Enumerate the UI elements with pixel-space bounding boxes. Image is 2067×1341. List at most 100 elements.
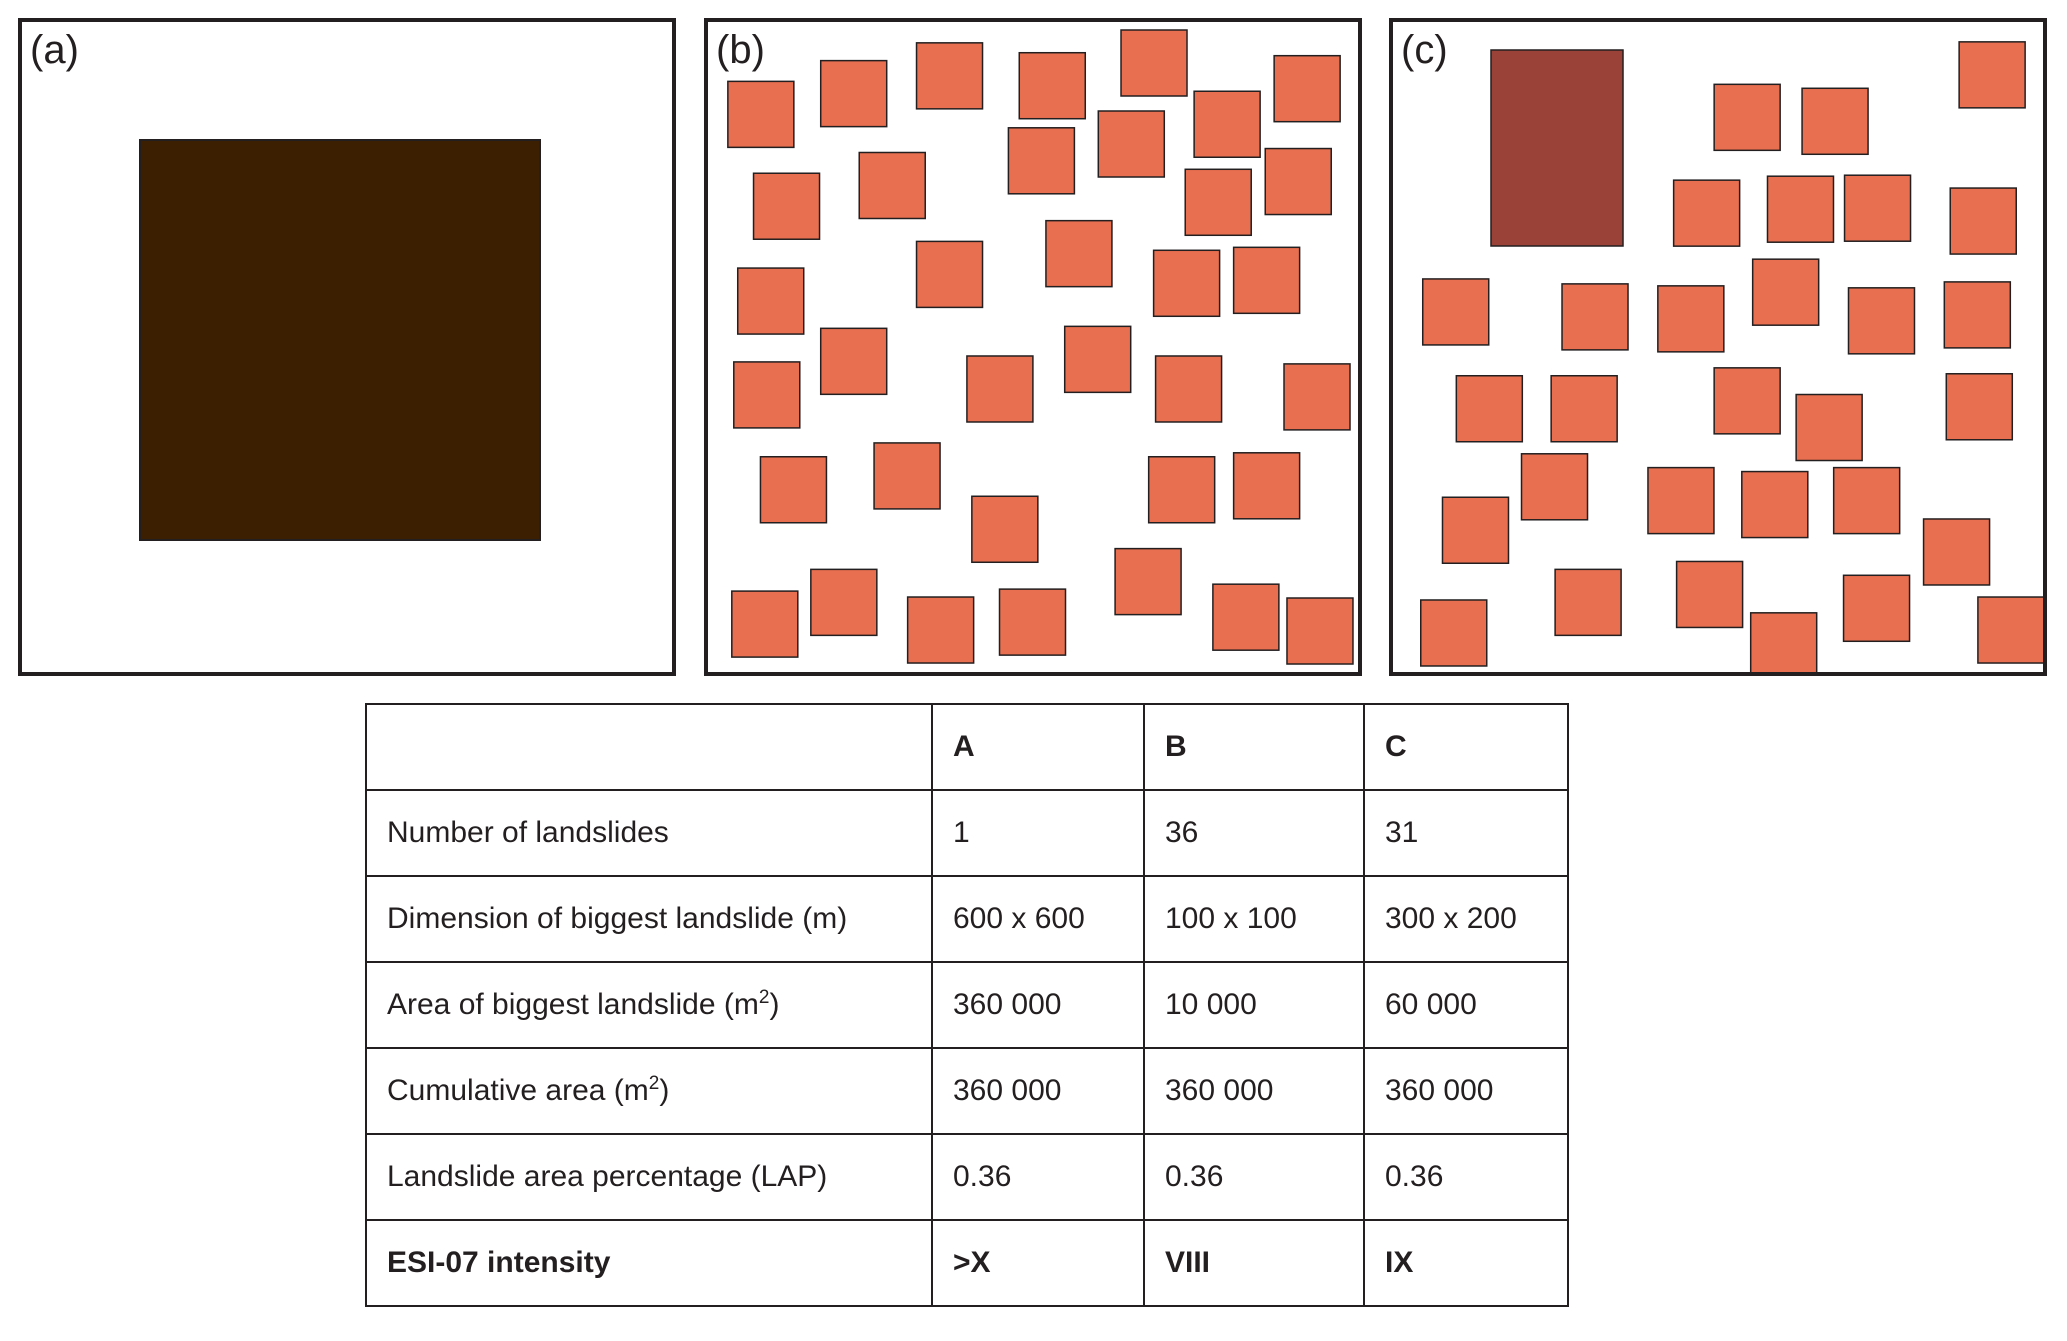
table-row: Cumulative area (m2) 360 000 360 000 360… bbox=[365, 1047, 1569, 1135]
panel-b-landslide-square bbox=[858, 151, 926, 220]
panel-b-landslide-square bbox=[1152, 249, 1221, 318]
panel-b-landslide-square bbox=[1147, 455, 1216, 524]
row-label: Area of biggest landslide (m2) bbox=[365, 961, 933, 1049]
panel-b-landslide-square bbox=[1193, 90, 1261, 158]
panel-b-landslide-square bbox=[971, 495, 1039, 564]
panel-b-landslide-square bbox=[1154, 355, 1223, 423]
panel-c-biggest-landslide bbox=[1490, 49, 1624, 247]
table-header-cell bbox=[365, 703, 933, 791]
table-row: Number of landslides 1 36 31 bbox=[365, 789, 1569, 877]
panel-a-drawing bbox=[139, 139, 541, 541]
panel-b-landslide-square bbox=[819, 327, 888, 396]
panel-c-landslide-square bbox=[1713, 83, 1781, 152]
table-cell: 360 000 bbox=[1363, 1047, 1569, 1135]
table-cell: 31 bbox=[1363, 789, 1569, 877]
table-row: ESI-07 intensity >X VIII IX bbox=[365, 1219, 1569, 1307]
table-cell: 1 bbox=[931, 789, 1145, 877]
panel-c-landslide-square bbox=[1520, 453, 1589, 521]
panel-c-landslide-square bbox=[1455, 374, 1524, 443]
table-cell: IX bbox=[1363, 1219, 1569, 1307]
panel-c-landslide-square bbox=[1751, 258, 1820, 326]
table-cell: 360 000 bbox=[931, 961, 1145, 1049]
panel-c-landslide-square bbox=[1647, 466, 1715, 535]
panel-b-landslide-square bbox=[1063, 325, 1132, 394]
panel-b-landslide-square bbox=[873, 442, 941, 510]
panel-c-landslide-square bbox=[1741, 470, 1809, 539]
table-row: Landslide area percentage (LAP) 0.36 0.3… bbox=[365, 1133, 1569, 1221]
panel-b-landslide-square bbox=[759, 455, 828, 524]
table-cell: >X bbox=[931, 1219, 1145, 1307]
row-label: Cumulative area (m2) bbox=[365, 1047, 933, 1135]
panel-b-label: (b) bbox=[716, 28, 765, 72]
panel-c-landslide-square bbox=[1832, 466, 1901, 535]
panel-b-landslide-square bbox=[1018, 51, 1087, 120]
panel-c-landslide-square bbox=[1801, 87, 1869, 156]
panel-b-landslide-square bbox=[1283, 363, 1351, 431]
panel-c-landslide-square bbox=[1949, 187, 2017, 255]
panel-c-landslide-square bbox=[1958, 41, 2026, 109]
panel-c-drawing bbox=[1420, 41, 2043, 672]
panel-c-landslide-square bbox=[1842, 574, 1911, 643]
panel-b-landslide-square bbox=[1232, 452, 1301, 520]
table-cell: 600 x 600 bbox=[931, 875, 1145, 963]
row-label: ESI-07 intensity bbox=[365, 1219, 933, 1307]
panel-c-landslide-square bbox=[1943, 281, 2012, 349]
table-header-cell: C bbox=[1363, 703, 1569, 791]
row-label: Number of landslides bbox=[365, 789, 933, 877]
table-header-cell: B bbox=[1143, 703, 1365, 791]
row-label: Landslide area percentage (LAP) bbox=[365, 1133, 933, 1221]
panel-b-landslide-square bbox=[731, 590, 799, 658]
table-cell: 36 bbox=[1143, 789, 1365, 877]
panel-b-landslide-square bbox=[1273, 54, 1341, 123]
panel-b-landslide-square bbox=[1184, 168, 1252, 237]
panel-b-landslide-square bbox=[1007, 127, 1076, 195]
panel-a: (a) bbox=[18, 18, 676, 676]
panel-c-landslide-square bbox=[1675, 560, 1744, 629]
panel-c-landslide-square bbox=[1441, 496, 1510, 564]
panel-b-landslide-square bbox=[906, 596, 975, 664]
panel-c: (c) bbox=[1389, 18, 2047, 676]
panel-b-landslide-square bbox=[1114, 547, 1182, 616]
panel-c-landslide-square bbox=[1766, 175, 1835, 243]
table-header-row: A B C bbox=[365, 703, 1569, 791]
panel-c-landslide-square bbox=[1847, 287, 1916, 355]
table-cell: VIII bbox=[1143, 1219, 1365, 1307]
panel-b-landslide-square bbox=[819, 59, 888, 128]
table-cell: 0.36 bbox=[1363, 1133, 1569, 1221]
row-label: Dimension of biggest landslide (m) bbox=[365, 875, 933, 963]
panel-c-landslide-square bbox=[1713, 367, 1781, 435]
panel-c-landslide-square bbox=[1550, 374, 1618, 443]
panel-c-landslide-square bbox=[1749, 612, 1818, 672]
panel-c-landslide-square bbox=[1554, 568, 1622, 637]
panel-c-landslide-square bbox=[1945, 373, 2014, 441]
table-cell: 60 000 bbox=[1363, 961, 1569, 1049]
panel-c-landslide-square bbox=[1977, 596, 2043, 664]
panel-c-landslide-square bbox=[1843, 174, 1912, 242]
panel-b-landslide-square bbox=[810, 568, 878, 637]
panel-b-landslide-square bbox=[966, 355, 1034, 423]
panel-c-landslide-square bbox=[1672, 179, 1741, 247]
panel-c-landslide-square bbox=[1657, 285, 1725, 353]
single-large-landslide bbox=[139, 139, 541, 541]
table-cell: 360 000 bbox=[1143, 1047, 1365, 1135]
panel-b-landslide-square bbox=[752, 172, 821, 240]
panel-b-drawing bbox=[727, 29, 1354, 665]
table-row: Area of biggest landslide (m2) 360 000 1… bbox=[365, 961, 1569, 1049]
table-row: Dimension of biggest landslide (m) 600 x… bbox=[365, 875, 1569, 963]
table-cell: 0.36 bbox=[931, 1133, 1145, 1221]
panel-b-landslide-square bbox=[1212, 583, 1280, 651]
panel-b-landslide-square bbox=[1264, 147, 1332, 216]
panel-b-landslide-square bbox=[733, 361, 801, 429]
panel-b-landslide-square bbox=[736, 267, 805, 335]
panel-b-landslide-square bbox=[915, 240, 984, 309]
panel-c-landslide-square bbox=[1420, 599, 1488, 667]
panel-b-landslide-square bbox=[915, 42, 984, 110]
panel-c-landslide-square bbox=[1922, 518, 1991, 586]
table-cell: 10 000 bbox=[1143, 961, 1365, 1049]
panel-b-landslide-square bbox=[1097, 110, 1166, 178]
table-cell: 300 x 200 bbox=[1363, 875, 1569, 963]
panel-b-landslide-square bbox=[1120, 29, 1188, 97]
panel-b-landslide-square bbox=[1286, 597, 1354, 665]
table-cell: 360 000 bbox=[931, 1047, 1145, 1135]
table-cell: 100 x 100 bbox=[1143, 875, 1365, 963]
